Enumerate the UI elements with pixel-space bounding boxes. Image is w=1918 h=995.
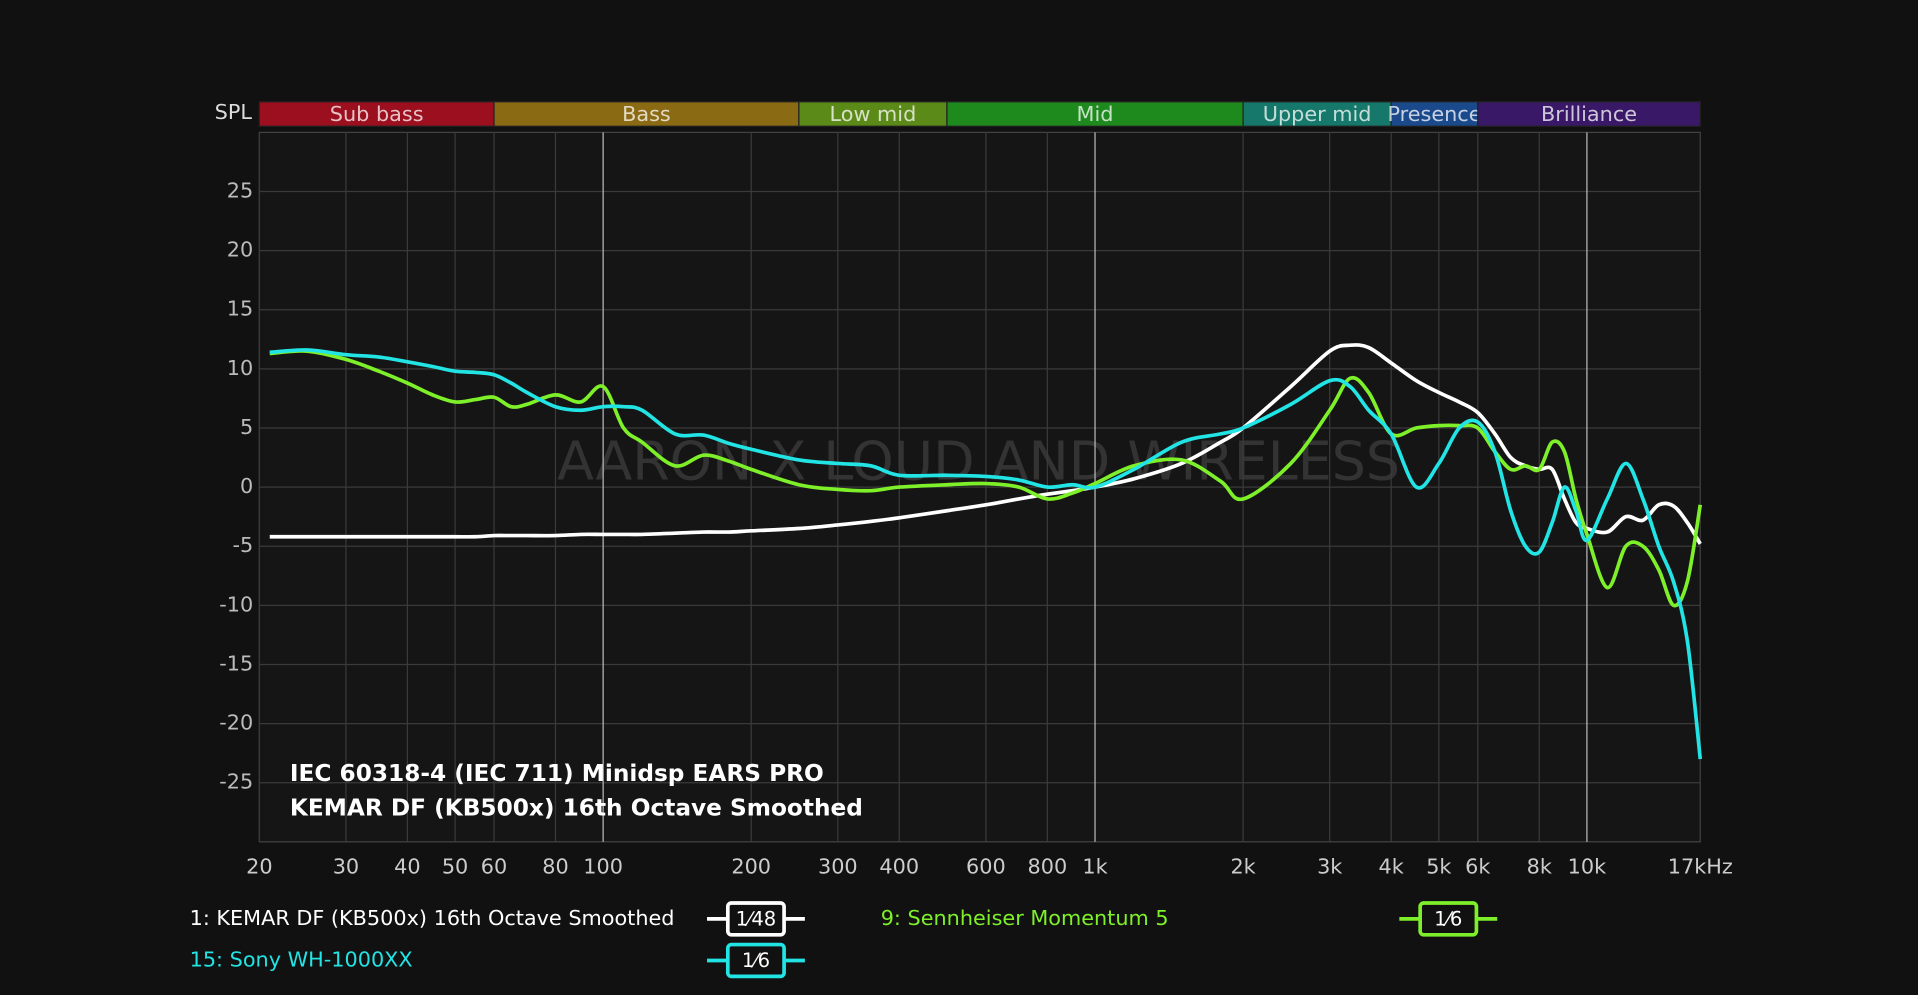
x-tick-label: 50	[442, 855, 468, 879]
band	[1242, 101, 1392, 127]
curve	[269, 348, 1703, 760]
x-tick-label: 5k	[1426, 855, 1451, 879]
legend-smoothing: 1⁄6	[1434, 908, 1462, 931]
x-tick-label: 10k	[1568, 855, 1606, 879]
x-tick-label: 6k	[1465, 855, 1490, 879]
y-tick-label: 25	[227, 178, 253, 202]
y-tick-label: -20	[219, 711, 253, 735]
band-label: Bass	[622, 102, 671, 126]
annotation: KEMAR DF (KB500x) 16th Octave Smoothed	[290, 794, 863, 821]
x-tick-label: 40	[394, 855, 420, 879]
x-tick-label: 4k	[1379, 855, 1404, 879]
x-tick-label: 20	[246, 855, 272, 879]
x-tick-label: 2k	[1230, 855, 1255, 879]
x-tick-label: 300	[818, 855, 858, 879]
legend-smoothing: 1⁄48	[736, 908, 777, 931]
x-tick-label: 8k	[1527, 855, 1552, 879]
y-tick-label: -10	[219, 592, 253, 616]
y-tick-label: -5	[232, 533, 253, 557]
x-tick-label: 1k	[1082, 855, 1107, 879]
legend-label: 9: Sennheiser Momentum 5	[881, 906, 1169, 930]
band-label: Presence	[1387, 102, 1481, 126]
x-tick-label: 30	[333, 855, 359, 879]
legend-label: 15: Sony WH-1000XX	[190, 947, 413, 971]
band-label: Low mid	[830, 102, 917, 126]
band	[946, 101, 1244, 127]
y-tick-label: 15	[227, 297, 253, 321]
band-label: Brilliance	[1541, 102, 1637, 126]
legend-badge	[1418, 901, 1479, 937]
y-axis-label: SPL	[215, 100, 253, 124]
legend-badge	[725, 942, 786, 979]
legend-label: 1: KEMAR DF (KB500x) 16th Octave Smoothe…	[190, 906, 675, 930]
band	[493, 101, 800, 127]
x-tick-label: 17kHz	[1668, 855, 1733, 879]
legend-smoothing: 1⁄6	[742, 949, 770, 972]
y-tick-label: 0	[240, 474, 253, 498]
x-tick-label: 800	[1028, 855, 1068, 879]
band	[1390, 101, 1479, 127]
y-tick-label: 20	[227, 238, 253, 262]
y-tick-label: 10	[227, 356, 253, 380]
band-label: Sub bass	[330, 102, 424, 126]
x-tick-label: 100	[583, 855, 623, 879]
x-tick-label: 60	[481, 855, 507, 879]
y-tick-label: -25	[219, 770, 253, 794]
legend-badge	[725, 901, 786, 937]
y-tick-label: -15	[219, 651, 253, 675]
y-tick-label: 5	[240, 415, 253, 439]
x-tick-label: 400	[879, 855, 919, 879]
x-tick-label: 80	[542, 855, 568, 879]
band-label: Upper mid	[1263, 102, 1372, 126]
x-tick-label: 600	[966, 855, 1006, 879]
band	[258, 101, 495, 127]
band-label: Mid	[1077, 102, 1114, 126]
x-tick-label: 200	[731, 855, 771, 879]
annotation: IEC 60318-4 (IEC 711) Minidsp EARS PRO	[290, 760, 824, 787]
x-tick-label: 3k	[1317, 855, 1342, 879]
band	[1477, 101, 1701, 127]
